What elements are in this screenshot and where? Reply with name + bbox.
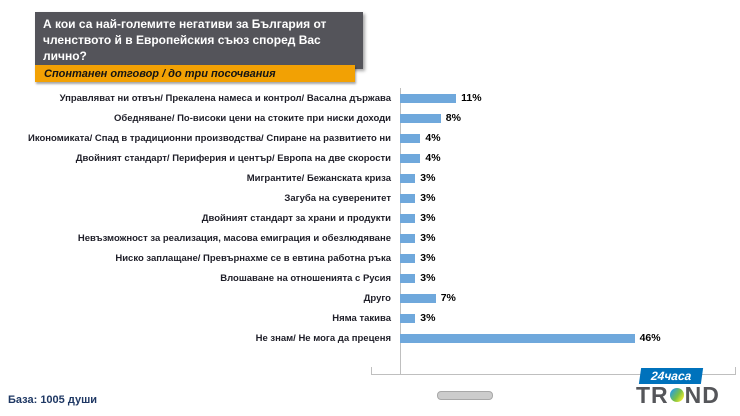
trend-logo-right: ND: [684, 381, 720, 408]
bar-row: Двойният стандарт/ Периферия и център/ Е…: [0, 148, 740, 168]
bar-track: 8%: [400, 108, 740, 128]
bar: [400, 213, 416, 223]
bar-row: Невъзможност за реализация, масова емигр…: [0, 228, 740, 248]
value-label: 3%: [420, 192, 436, 204]
category-label: Двойният стандарт/ Периферия и център/ Е…: [75, 152, 391, 164]
value-label: 7%: [440, 292, 456, 304]
bar-track: 4%: [400, 148, 740, 168]
bar-row: Двойният стандарт за храни и продукти 3%: [0, 208, 740, 228]
bar-track: 3%: [400, 168, 740, 188]
base-size-label: База: 1005 души: [8, 394, 98, 406]
bar-row: Не знам/ Не мога да преценя 46%: [0, 328, 740, 348]
bar-row: Влошаване на отношенията с Русия 3%: [0, 268, 740, 288]
bar: [400, 93, 457, 103]
bar-track: 7%: [400, 288, 740, 308]
bar: [400, 313, 416, 323]
bar-row: Обедняване/ По-високи цени на стоките пр…: [0, 108, 740, 128]
value-label: 3%: [420, 172, 436, 184]
value-label: 3%: [420, 212, 436, 224]
axis-line-vertical: [400, 88, 401, 375]
axis-line-bottom: [371, 367, 736, 375]
value-label: 4%: [425, 132, 441, 144]
bar-track: 3%: [400, 248, 740, 268]
bar: [400, 233, 416, 243]
value-label: 4%: [425, 152, 441, 164]
bar: [400, 153, 421, 163]
bar-track: 4%: [400, 128, 740, 148]
bar: [400, 333, 635, 343]
category-label: Загуба на суверенитет: [284, 192, 391, 204]
bar-row: Загуба на суверенитет 3%: [0, 188, 740, 208]
bar: [400, 133, 421, 143]
trend-logo: TR ND: [636, 381, 720, 409]
bar: [400, 273, 416, 283]
bar-track: 3%: [400, 268, 740, 288]
bar-row: Няма такива 3%: [0, 308, 740, 328]
category-label: Обедняване/ По-високи цени на стоките пр…: [113, 112, 391, 124]
bar: [400, 193, 416, 203]
trend-dot-icon: [669, 388, 684, 402]
category-label: Влошаване на отношенията с Русия: [220, 272, 391, 284]
bar-track: 3%: [400, 308, 740, 328]
bar-track: 11%: [400, 88, 740, 108]
bar-track: 3%: [400, 188, 740, 208]
trend-logo-left: TR: [636, 381, 669, 408]
bar-row: Икономиката/ Спад в традиционни производ…: [0, 128, 740, 148]
bar-track: 3%: [400, 208, 740, 228]
category-label: Ниско заплащане/ Превърнахме се в евтина…: [115, 252, 391, 264]
bar-row: Мигрантите/ Бежанската криза 3%: [0, 168, 740, 188]
bar-row: Ниско заплащане/ Превърнахме се в евтина…: [0, 248, 740, 268]
value-label: 3%: [420, 232, 436, 244]
value-label: 11%: [461, 92, 482, 104]
category-label: Мигрантите/ Бежанската криза: [246, 172, 391, 184]
category-label: Двойният стандарт за храни и продукти: [201, 212, 391, 224]
category-label: Друго: [363, 292, 391, 304]
category-label: Икономиката/ Спад в традиционни производ…: [28, 132, 391, 144]
chart-title: А кои са най-големите негативи за Българ…: [35, 12, 363, 70]
bar-row: Друго 7%: [0, 288, 740, 308]
value-label: 3%: [420, 252, 436, 264]
category-label: Няма такива: [332, 312, 391, 324]
bar-row: Управляват ни отвън/ Прекалена намеса и …: [0, 88, 740, 108]
value-label: 3%: [420, 272, 436, 284]
chart-subtitle: Спонтанен отговор / до три посочвания: [35, 65, 355, 82]
value-label: 8%: [445, 112, 461, 124]
scrollbar-thumb[interactable]: [437, 391, 493, 400]
category-label: Управляват ни отвън/ Прекалена намеса и …: [59, 92, 391, 104]
bar: [400, 173, 416, 183]
bar: [400, 253, 416, 263]
bar-track: 46%: [400, 328, 740, 348]
bar-track: 3%: [400, 228, 740, 248]
bar: [400, 293, 436, 303]
category-label: Невъзможност за реализация, масова емигр…: [77, 232, 391, 244]
bar: [400, 113, 441, 123]
category-label: Не знам/ Не мога да преценя: [255, 332, 391, 344]
value-label: 46%: [639, 332, 661, 344]
value-label: 3%: [420, 312, 436, 324]
bar-chart: Управляват ни отвън/ Прекалена намеса и …: [0, 88, 740, 348]
